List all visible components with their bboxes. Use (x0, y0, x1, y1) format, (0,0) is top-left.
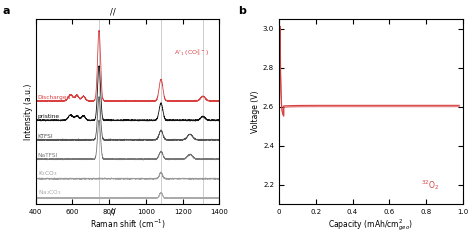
Text: b: b (238, 5, 246, 16)
X-axis label: Raman shift (cm$^{-1}$): Raman shift (cm$^{-1}$) (90, 218, 165, 231)
Text: NaTFSI: NaTFSI (38, 153, 58, 158)
Text: KTFSI: KTFSI (38, 134, 54, 139)
Text: a: a (2, 5, 10, 16)
Text: //: // (110, 207, 116, 216)
Y-axis label: Intensity (a.u.): Intensity (a.u.) (24, 84, 33, 140)
Y-axis label: Voltage (V): Voltage (V) (251, 91, 260, 133)
X-axis label: Capacity (mAh/cm$^2_{geo}$): Capacity (mAh/cm$^2_{geo}$) (328, 218, 413, 234)
Text: Discharged: Discharged (38, 95, 71, 100)
Text: A'$_1$ (CO$_3^{2-}$): A'$_1$ (CO$_3^{2-}$) (174, 48, 210, 58)
Text: pristine: pristine (38, 114, 60, 120)
Text: //: // (110, 7, 116, 16)
Text: K$_2$CO$_3$: K$_2$CO$_3$ (38, 169, 57, 178)
Text: Na$_2$CO$_3$: Na$_2$CO$_3$ (38, 188, 62, 197)
Text: $^{32}$O$_2$: $^{32}$O$_2$ (421, 178, 439, 192)
